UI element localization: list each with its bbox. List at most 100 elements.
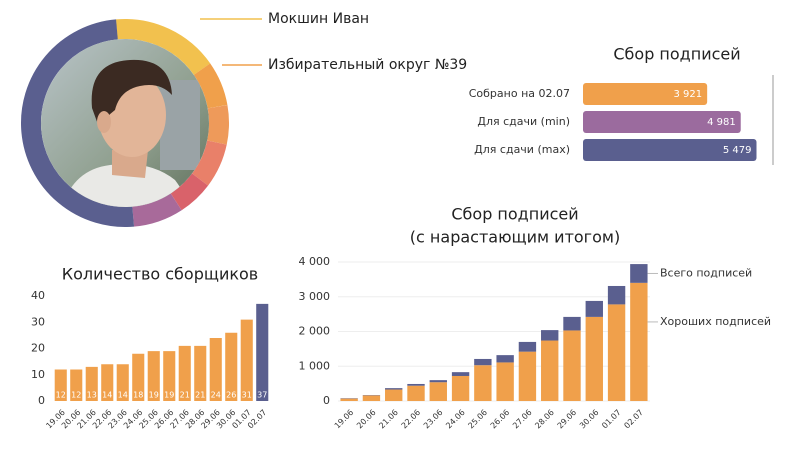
ring-segment (21, 19, 229, 227)
value-label: 12 (71, 391, 81, 400)
bar-segment (518, 351, 537, 401)
chart-title: Количество сборщиков (62, 265, 258, 284)
y-tick-label: 0 (323, 394, 330, 407)
bar-segment (518, 341, 537, 352)
bar (225, 332, 238, 401)
bar-segment (630, 282, 648, 401)
x-tick-label: 26.06 (489, 408, 512, 431)
bar-segment (474, 358, 492, 366)
y-tick-label: 3 000 (299, 290, 331, 303)
bar-segment (585, 300, 603, 317)
bar (583, 83, 708, 105)
bar-segment (607, 304, 626, 401)
y-tick-label: 4 000 (299, 255, 331, 268)
value-label: 14 (102, 391, 112, 400)
bar-segment (451, 372, 470, 376)
value-label: 19 (149, 391, 159, 400)
bar-segment (429, 380, 447, 383)
bar-segment (563, 330, 581, 401)
value-label: 31 (242, 391, 252, 400)
bar (256, 303, 269, 401)
x-tick-label: 23.06 (422, 408, 445, 431)
category-label: Собрано на 02.07 (469, 87, 570, 100)
x-tick-label: 20.06 (355, 408, 378, 431)
y-tick-label: 0 (38, 394, 45, 407)
value-label: 3 921 (674, 89, 703, 100)
x-tick-label: 01.07 (600, 408, 623, 431)
y-tick-label: 2 000 (299, 325, 331, 338)
ring-segment (20, 18, 229, 227)
bar-segment (563, 316, 581, 331)
value-label: 18 (133, 391, 143, 400)
bar-segment (541, 340, 559, 401)
x-tick-label: 24.06 (444, 408, 467, 431)
category-label: Для сдачи (max) (474, 143, 570, 156)
category-label: Для сдачи (min) (477, 115, 570, 128)
bar (209, 338, 222, 401)
x-tick-label: 19.06 (333, 408, 356, 431)
chart-title: Сбор подписей (613, 45, 740, 64)
bar-segment (429, 382, 447, 401)
bar-segment (451, 375, 470, 401)
x-tick-label: 29.06 (556, 408, 579, 431)
x-tick-label: 02.07 (622, 408, 645, 431)
bar (163, 351, 176, 401)
bar (54, 369, 67, 401)
bar (240, 319, 253, 401)
district: Избирательный округ №39 (268, 57, 467, 73)
bar-segment (385, 388, 403, 390)
value-label: 4 981 (707, 117, 736, 128)
bar (85, 366, 98, 401)
bar-segment (407, 383, 425, 386)
bar-segment (385, 389, 403, 401)
bar-segment (496, 355, 514, 363)
legend-label: Хороших подписей (660, 315, 771, 328)
bar-segment (474, 365, 492, 401)
value-label: 21 (180, 391, 190, 400)
bar-segment (585, 316, 603, 401)
value-label: 14 (118, 391, 128, 400)
bar (178, 345, 191, 401)
value-label: 13 (87, 391, 97, 400)
bar-segment (362, 395, 381, 401)
legend-label: Всего подписей (660, 266, 752, 279)
ring-segment (21, 18, 230, 227)
bar (101, 364, 114, 401)
bar (583, 111, 741, 133)
avatar-ring (20, 18, 230, 227)
x-tick-label: 25.06 (466, 408, 489, 431)
value-label: 19 (164, 391, 174, 400)
bar (194, 345, 207, 401)
bar-segment (496, 362, 514, 401)
bar-segment (541, 330, 559, 341)
ring-segment (21, 19, 229, 227)
bar (147, 351, 160, 401)
value-label: 21 (195, 391, 205, 400)
bar-segment (607, 285, 626, 305)
y-tick-label: 40 (31, 289, 45, 302)
y-tick-label: 10 (31, 368, 45, 381)
y-tick-label: 1 000 (299, 359, 331, 372)
value-label: 5 479 (723, 145, 752, 156)
ring-segment (21, 19, 229, 227)
bar-segment (340, 398, 358, 401)
value-label: 26 (226, 391, 236, 400)
value-label: 37 (257, 391, 267, 400)
x-tick-label: 28.06 (533, 408, 556, 431)
chart-title: Сбор подписей (451, 205, 578, 224)
y-tick-label: 20 (31, 342, 45, 355)
y-tick-label: 30 (31, 315, 45, 328)
bar (70, 369, 83, 401)
chart-subtitle: (с нарастающим итогом) (410, 228, 620, 247)
value-label: 12 (56, 391, 66, 400)
ring-segment (21, 19, 229, 227)
bar-segment (407, 385, 425, 401)
bar (583, 139, 757, 161)
bar (116, 364, 129, 401)
x-tick-label: 30.06 (578, 408, 601, 431)
x-tick-label: 22.06 (400, 408, 423, 431)
x-tick-label: 27.06 (511, 408, 534, 431)
candidate-name: Мокшин Иван (268, 11, 369, 27)
x-tick-label: 21.06 (377, 408, 400, 431)
